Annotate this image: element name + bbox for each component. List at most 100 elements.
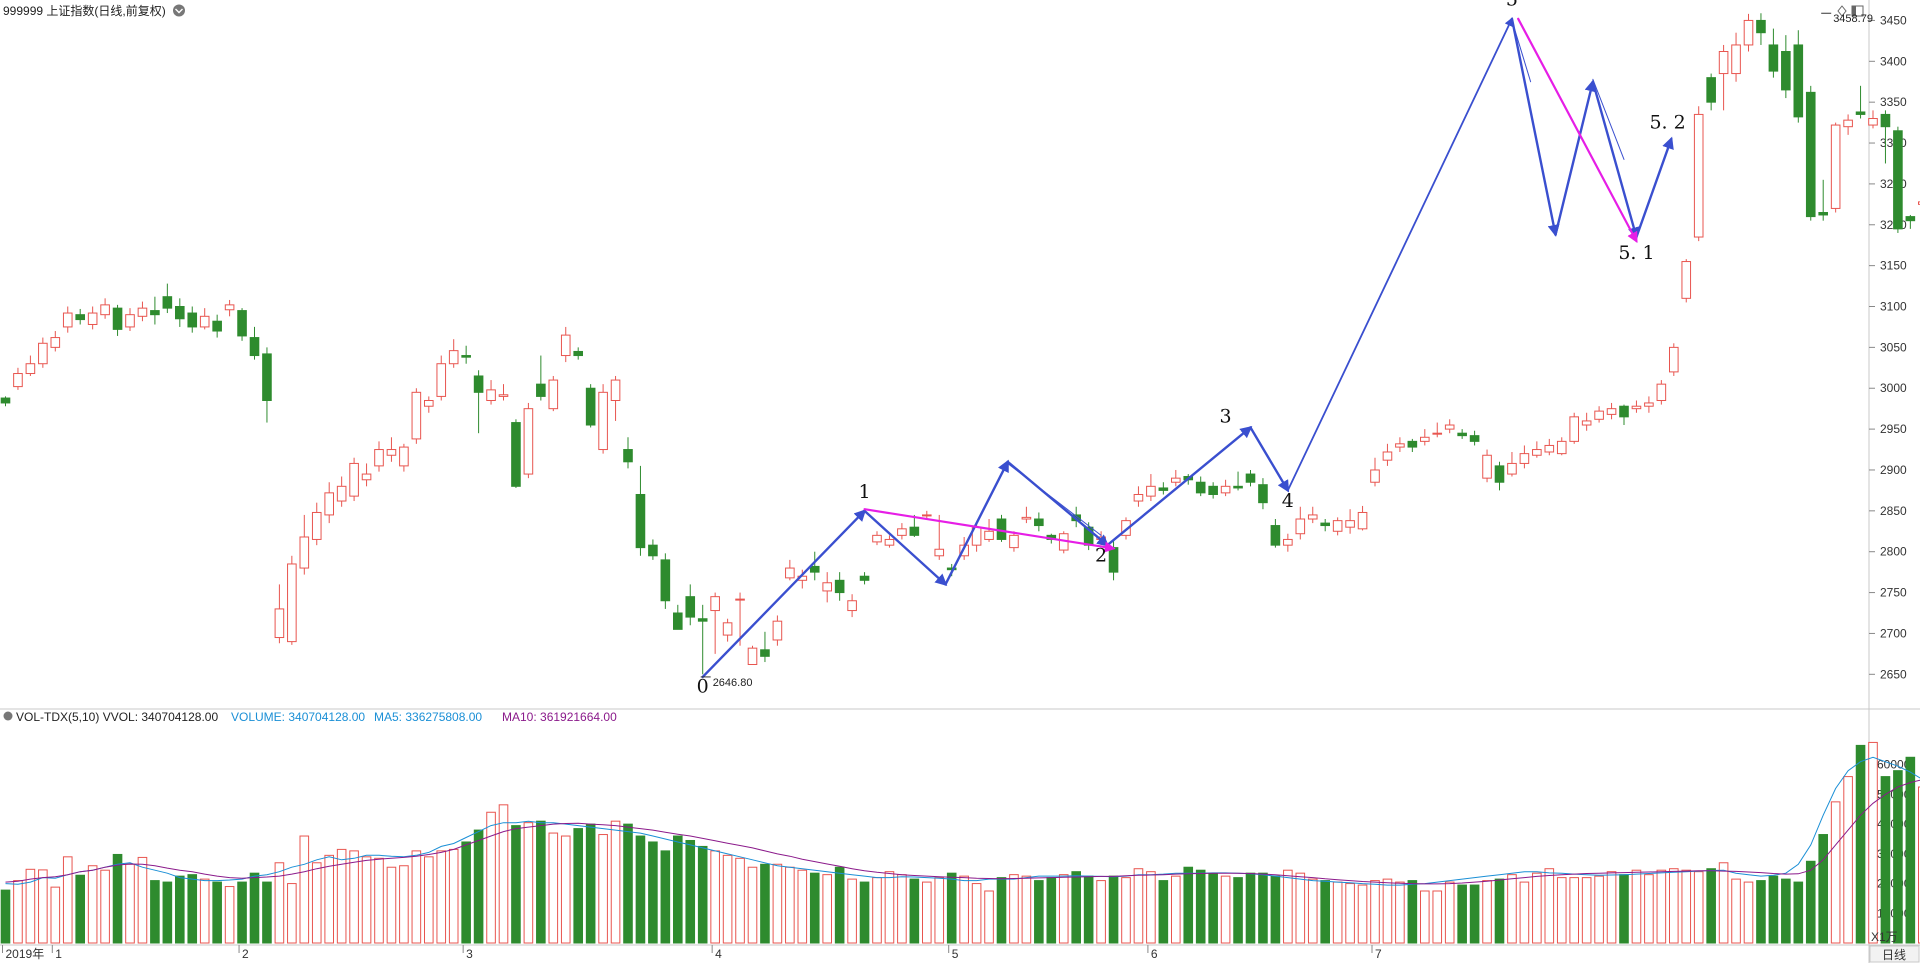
candle-body <box>710 596 720 612</box>
volume-bar <box>374 857 384 944</box>
volume-bar <box>635 835 646 944</box>
candle-body <box>1532 449 1542 456</box>
period-tab[interactable]: 日线 <box>1869 945 1920 963</box>
volume-panel-label: VOL-TDX(5,10) VVOL: 340704128.00 <box>16 710 218 724</box>
volume-bar <box>1121 877 1131 944</box>
candle <box>1395 437 1405 452</box>
candle-body <box>1569 416 1580 442</box>
price-tick-label: 3050 <box>1880 340 1907 354</box>
diamond-icon[interactable] <box>1837 5 1847 17</box>
volume-bar <box>1918 786 1920 944</box>
candle <box>673 604 683 630</box>
candle-body <box>697 618 708 622</box>
ma10-label: MA10: 361921664.00 <box>502 710 617 724</box>
volume-bar <box>735 857 745 944</box>
volume-bar <box>498 804 509 944</box>
candle <box>1233 471 1243 491</box>
candle <box>374 441 384 472</box>
volume-bar <box>224 886 235 944</box>
volume-bar <box>785 866 795 944</box>
candle <box>648 539 658 560</box>
volume-bar <box>1731 878 1741 944</box>
candle <box>1108 539 1119 581</box>
wave-label: 3 <box>1220 406 1232 428</box>
volume-bar <box>1507 874 1517 944</box>
candle <box>1581 412 1592 431</box>
volume-bar <box>1258 872 1268 944</box>
candle <box>822 572 833 603</box>
volume-bar <box>1644 874 1654 944</box>
candle-body <box>1146 485 1156 497</box>
volume-bar <box>822 874 833 944</box>
volume-bar <box>697 845 708 944</box>
candle <box>548 375 559 412</box>
volume-bar <box>62 856 73 944</box>
volume-bar <box>1146 871 1156 944</box>
candle <box>523 402 534 479</box>
volume-bar <box>125 863 135 944</box>
candle-body <box>137 307 148 317</box>
candle-body <box>1407 440 1418 448</box>
price-tick-label: 2750 <box>1880 586 1907 600</box>
volume-bar <box>1382 878 1393 944</box>
candle <box>125 308 135 332</box>
candle <box>424 396 434 413</box>
candle-body <box>361 473 372 481</box>
volume-bar <box>834 866 845 944</box>
volume-bar <box>424 856 434 944</box>
volume-bar <box>349 850 359 944</box>
wave-label: 5. 1 <box>1618 242 1654 264</box>
volume-bar <box>1046 877 1057 944</box>
price-extreme-label: 2646.80 <box>713 677 753 689</box>
wave-label: 2 <box>1095 545 1107 567</box>
candle <box>87 306 98 330</box>
candle-body <box>1507 462 1517 475</box>
candle <box>735 592 745 646</box>
candle <box>585 384 596 428</box>
candle-body <box>374 449 384 467</box>
volume-bar <box>673 835 683 944</box>
candle <box>1245 469 1256 487</box>
title-dropdown-icon[interactable] <box>173 4 185 17</box>
candle <box>697 604 708 675</box>
candle <box>100 298 110 319</box>
volume-dropdown-icon[interactable] <box>3 711 13 721</box>
wave-line <box>1249 426 1290 493</box>
candle-body <box>1307 514 1318 520</box>
candle <box>573 347 584 360</box>
candle-body <box>1594 410 1604 420</box>
candle-body <box>1245 473 1256 483</box>
volume-bar <box>1905 756 1916 944</box>
volume-bar <box>1656 869 1667 944</box>
candle-body <box>175 306 185 320</box>
candle <box>274 584 285 644</box>
candle-body <box>735 598 745 601</box>
wave-label: 1 <box>859 481 871 503</box>
candle-body <box>585 387 596 426</box>
wave-label: 0 <box>697 675 709 697</box>
candle-body <box>922 514 932 517</box>
candle-body <box>125 314 135 328</box>
candle <box>934 514 945 560</box>
candle-body <box>1482 454 1492 479</box>
volume-bar <box>1532 872 1542 944</box>
volume-bar <box>1357 884 1368 944</box>
candle-body <box>1818 212 1829 216</box>
volume-bar <box>324 854 334 944</box>
candle-body <box>1731 44 1741 75</box>
volume-bar <box>996 877 1007 944</box>
volume-bar <box>386 866 397 944</box>
candle-body <box>224 304 235 311</box>
volume-bar <box>1743 881 1754 944</box>
candle-body <box>87 312 98 325</box>
volume-bar <box>585 823 596 944</box>
time-tick-label: 7 <box>1375 947 1382 961</box>
panel-toggle-icon[interactable] <box>1851 5 1864 17</box>
candle <box>1494 461 1505 491</box>
candle <box>1532 441 1542 458</box>
price-tick-label: 3150 <box>1880 259 1907 273</box>
volume-bar <box>722 854 733 944</box>
candle-body <box>984 530 994 540</box>
volume-bar <box>1283 869 1293 944</box>
